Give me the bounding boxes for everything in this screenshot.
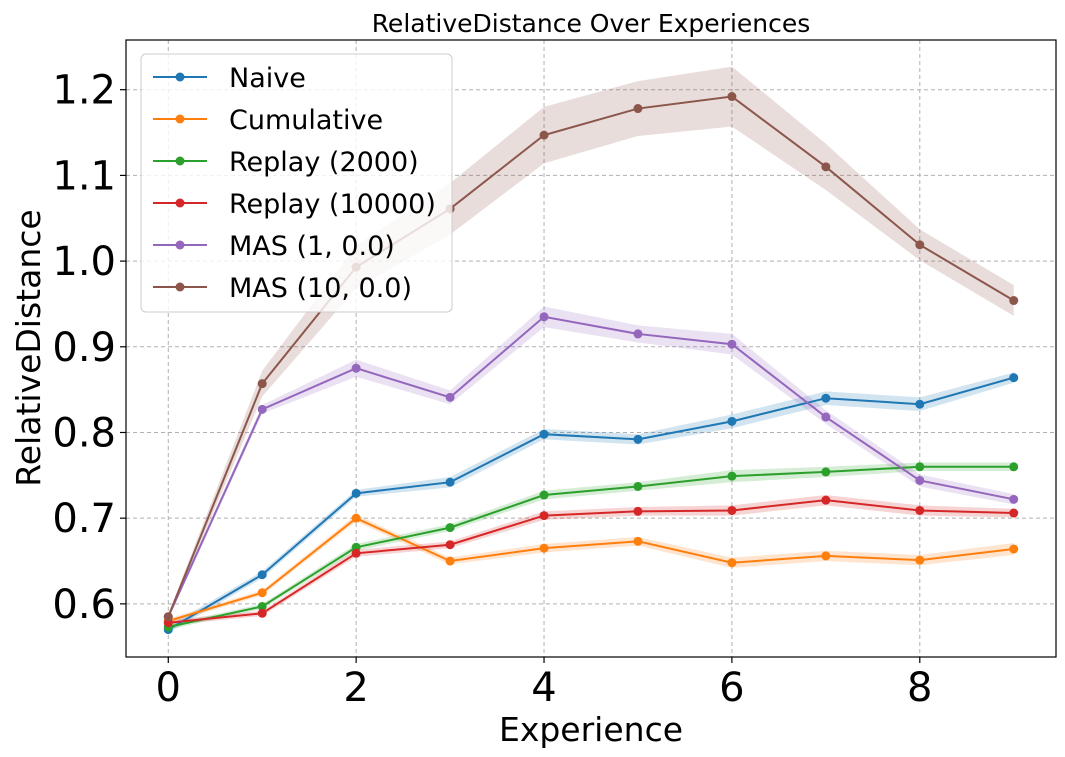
point-mas-1-0-0 (445, 392, 455, 402)
point-cumulative (821, 551, 831, 561)
point-mas-1-0-0 (1009, 494, 1019, 504)
point-naive (539, 429, 549, 439)
point-replay-10000 (727, 505, 737, 515)
point-replay-10000 (633, 506, 643, 516)
x-tick-label: 4 (531, 665, 556, 711)
point-naive (257, 570, 267, 580)
legend-marker-mas-10-0-0 (175, 282, 185, 292)
legend-label-replay-2000: Replay (2000) (229, 147, 419, 178)
y-tick-label: 0.7 (52, 496, 116, 542)
point-replay-2000 (727, 471, 737, 481)
bands (168, 66, 1014, 634)
y-axis: 0.6 0.7 0.8 0.9 1.0 1.1 1.2 (52, 68, 126, 628)
point-cumulative (445, 556, 455, 566)
point-naive (445, 477, 455, 487)
point-mas-10-0-0 (257, 379, 267, 389)
x-tick-label: 0 (156, 665, 181, 711)
point-mas-1-0-0 (727, 339, 737, 349)
point-mas-10-0-0 (163, 612, 173, 622)
x-tick-label: 2 (343, 665, 368, 711)
point-mas-10-0-0 (727, 92, 737, 102)
point-naive (351, 488, 361, 498)
point-mas-1-0-0 (351, 363, 361, 373)
legend-label-mas-10-0-0: MAS (10, 0.0) (229, 273, 412, 304)
point-replay-2000 (1009, 462, 1019, 472)
point-mas-1-0-0 (821, 412, 831, 422)
legend-marker-replay-2000 (175, 156, 185, 166)
band-replay-10000 (168, 495, 1014, 626)
point-naive (633, 434, 643, 444)
point-cumulative (1009, 544, 1019, 554)
line-naive (167, 376, 1014, 631)
y-tick-label: 1.0 (52, 239, 116, 285)
x-tick-label: 8 (907, 665, 932, 711)
band-naive (168, 372, 1014, 634)
legend-marker-cumulative (175, 114, 185, 124)
point-replay-10000 (539, 511, 549, 521)
point-mas-10-0-0 (915, 240, 925, 250)
point-mas-10-0-0 (539, 130, 549, 140)
point-replay-2000 (633, 481, 643, 491)
band-cumulative (168, 514, 1014, 624)
legend-label-mas-1-0-0: MAS (1, 0.0) (229, 231, 395, 262)
y-tick-label: 0.9 (52, 325, 116, 371)
line-replay-2000 (168, 465, 1014, 628)
legend-marker-replay-10000 (175, 198, 185, 208)
point-mas-10-0-0 (1009, 296, 1019, 306)
point-naive (1009, 373, 1019, 383)
point-replay-10000 (1009, 508, 1019, 518)
plot-frame (125, 39, 1057, 658)
x-axis-label: Experience (499, 710, 683, 749)
point-replay-10000 (915, 505, 925, 515)
line-cumulative (167, 517, 1014, 622)
line-replay-10000 (168, 499, 1014, 624)
y-tick-label: 0.6 (52, 582, 116, 628)
series-lines (163, 92, 1019, 635)
point-replay-2000 (915, 462, 925, 472)
legend-label-naive: Naive (229, 63, 306, 94)
point-cumulative (539, 543, 549, 553)
legend: Naive Cumulative Replay (2000) Replay (1000… (140, 53, 453, 313)
line-mas-1-0-0 (167, 315, 1014, 618)
point-replay-10000 (257, 608, 267, 618)
point-mas-1-0-0 (633, 329, 643, 339)
point-cumulative (257, 588, 267, 598)
point-mas-10-0-0 (633, 104, 643, 114)
legend-box (140, 53, 453, 313)
point-replay-10000 (821, 495, 831, 505)
point-replay-2000 (821, 467, 831, 477)
point-cumulative (633, 536, 643, 546)
point-naive (915, 399, 925, 409)
legend-marker-naive (175, 72, 185, 82)
y-tick-label: 0.8 (52, 410, 116, 456)
point-mas-1-0-0 (539, 312, 549, 322)
point-mas-1-0-0 (257, 404, 267, 414)
legend-label-replay-10000: Replay (10000) (229, 189, 436, 220)
point-replay-2000 (539, 490, 549, 500)
point-cumulative (727, 558, 737, 568)
point-replay-10000 (445, 540, 455, 550)
y-tick-label: 1.2 (52, 68, 116, 114)
point-naive (821, 393, 831, 403)
line-mas-10-0-0 (167, 95, 1015, 618)
point-cumulative (351, 513, 361, 523)
x-axis: 0 2 4 6 8 (156, 657, 933, 711)
legend-marker-mas-1-0-0 (175, 240, 185, 250)
y-axis-label: RelativeDistance (9, 209, 48, 486)
y-tick-label: 1.1 (52, 153, 116, 199)
point-mas-10-0-0 (821, 162, 831, 172)
point-replay-2000 (445, 523, 455, 533)
point-replay-10000 (351, 548, 361, 558)
point-naive (727, 416, 737, 426)
x-tick-label: 6 (719, 665, 744, 711)
chart-title: RelativeDistance Over Experiences (372, 9, 811, 38)
point-cumulative (915, 555, 925, 565)
point-replay-2000 (257, 601, 267, 611)
legend-label-cumulative: Cumulative (229, 105, 383, 136)
point-mas-1-0-0 (915, 475, 925, 485)
